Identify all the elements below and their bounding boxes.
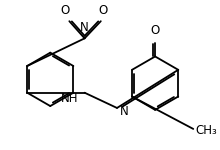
Text: N: N bbox=[80, 21, 89, 34]
Text: O: O bbox=[150, 24, 160, 37]
Text: CH₃: CH₃ bbox=[195, 124, 217, 137]
Text: O: O bbox=[60, 4, 69, 17]
Text: O: O bbox=[98, 4, 107, 17]
Text: NH: NH bbox=[61, 92, 78, 105]
Text: N: N bbox=[120, 105, 129, 118]
